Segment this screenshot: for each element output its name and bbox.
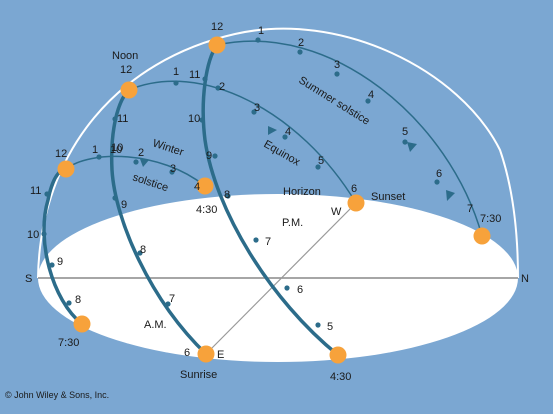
equinox-arrow <box>268 126 277 135</box>
winter-path-above <box>65 155 206 187</box>
winter-hour-10-top: 10 <box>110 144 122 156</box>
summer-arrow-1 <box>407 142 417 152</box>
pm-label: P.M. <box>282 217 303 229</box>
noon-label: Noon <box>112 50 138 62</box>
summer-hour-3: 3 <box>334 59 340 71</box>
summer-hour-1: 1 <box>258 25 264 37</box>
summer-sunrise-sun <box>329 346 347 364</box>
sunrise-label: Sunrise <box>180 369 217 381</box>
equinox-hour-4: 4 <box>285 126 291 138</box>
summer-hour-11: 11 <box>189 69 200 81</box>
equinox-hour-7: 7 <box>169 293 175 305</box>
winter-hour-4: 4 <box>194 181 200 193</box>
summer-hour-10: 10 <box>188 113 200 125</box>
winter-end-time: 4:30 <box>196 204 217 216</box>
west-label: W <box>331 206 342 218</box>
summer-start-time: 4:30 <box>330 371 351 383</box>
winter-arrow <box>140 159 149 167</box>
winter-path-below <box>42 167 84 326</box>
equinox-hour-3: 3 <box>254 102 260 114</box>
equinox-noon-label: 12 <box>120 64 132 76</box>
equinox-path-below <box>109 88 208 356</box>
summer-hour-4: 4 <box>368 89 374 101</box>
hour-dots <box>41 37 440 328</box>
summer-arrow-2 <box>446 190 455 201</box>
summer-path-below <box>201 43 340 357</box>
equinox-sunset-sun <box>347 194 365 212</box>
summer-hour-5: 5 <box>402 126 408 138</box>
summer-end-time: 7:30 <box>480 213 501 225</box>
winter-hour-2: 2 <box>138 147 144 159</box>
summer-hour-5-am: 5 <box>327 321 333 333</box>
north-label: N <box>521 273 529 285</box>
equinox-hour-1: 1 <box>173 66 179 78</box>
east-label: E <box>217 349 224 361</box>
equinox-path-above <box>128 80 357 204</box>
winter-hour-1: 1 <box>92 144 98 156</box>
equinox-hour-5: 5 <box>318 155 324 167</box>
equinox-hour-6: 6 <box>351 183 357 195</box>
summer-sunset-sun <box>473 227 491 245</box>
equinox-hour-11: 11 <box>117 113 128 125</box>
winter-hour-10: 10 <box>27 229 39 241</box>
summer-path-above <box>216 40 483 237</box>
winter-sunrise-sun <box>73 315 91 333</box>
equinox-hour-9: 9 <box>121 199 127 211</box>
equinox-noon-sun <box>120 81 138 99</box>
summer-hour-7-am: 7 <box>265 236 271 248</box>
summer-hour-6: 6 <box>436 168 442 180</box>
equinox-hour-10: 10 <box>111 142 123 154</box>
equinox-hour-6-am: 6 <box>184 347 190 359</box>
equinox-sunrise-sun <box>197 345 215 363</box>
summer-noon-label: 12 <box>211 21 223 33</box>
winter-noon-label: 12 <box>55 148 67 160</box>
south-label: S <box>25 273 32 285</box>
celestial-dome <box>37 27 519 279</box>
sun-markers <box>57 36 491 364</box>
summer-hour-6-am: 6 <box>297 284 303 296</box>
summer-hour-9: 9 <box>206 150 212 162</box>
summer-hour-8: 8 <box>224 189 230 201</box>
winter-hour-8: 8 <box>75 294 81 306</box>
equinox-hour-2: 2 <box>219 81 225 93</box>
equinox-hour-8: 8 <box>140 244 146 256</box>
summer-hour-2: 2 <box>298 37 304 49</box>
winter-sunset-sun <box>196 177 214 195</box>
winter-hour-9: 9 <box>57 256 63 268</box>
copyright-text: © John Wiley & Sons, Inc. <box>5 390 109 400</box>
winter-noon-sun <box>57 160 75 178</box>
summer-hour-7: 7 <box>467 203 473 215</box>
sunset-label: Sunset <box>371 191 405 203</box>
horizon-label: Horizon <box>283 186 321 198</box>
summer-noon-sun <box>208 36 226 54</box>
winter-start-time: 7:30 <box>58 337 79 349</box>
winter-hour-11: 11 <box>30 185 41 197</box>
am-label: A.M. <box>144 319 167 331</box>
east-west-axis <box>205 202 357 355</box>
winter-hour-3: 3 <box>170 163 176 175</box>
